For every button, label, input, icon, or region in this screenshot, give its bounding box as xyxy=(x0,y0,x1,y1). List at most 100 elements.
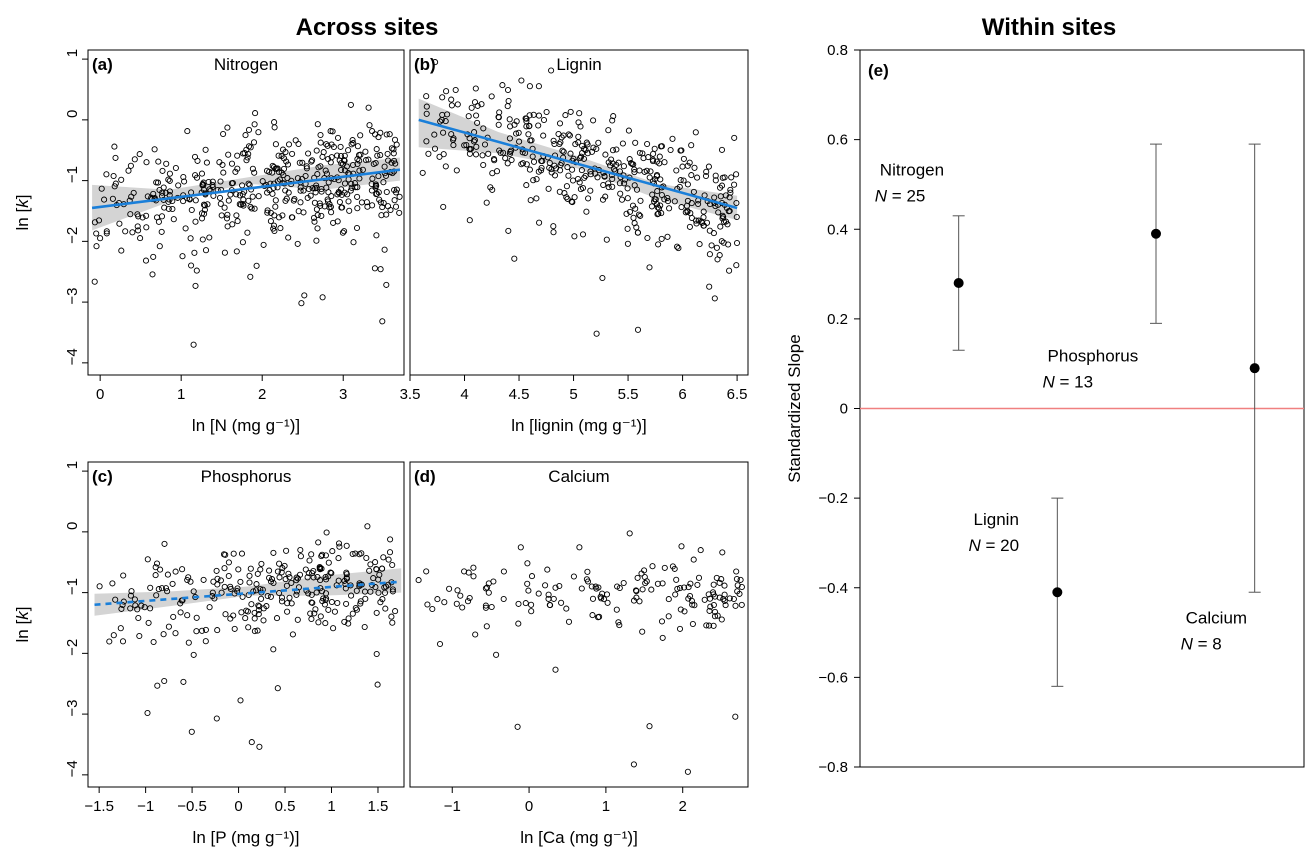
data-point xyxy=(91,278,98,285)
data-point xyxy=(245,624,252,631)
data-point xyxy=(372,181,379,188)
data-point xyxy=(247,203,254,210)
slope-lignin: Lignin N = 20 xyxy=(969,497,1064,687)
data-point xyxy=(579,231,587,238)
data-point xyxy=(495,113,502,121)
data-point xyxy=(575,133,582,140)
data-point xyxy=(214,627,221,634)
data-point xyxy=(454,587,461,594)
panel-title: Calcium xyxy=(548,467,609,486)
data-point xyxy=(547,602,554,609)
data-point xyxy=(519,160,527,167)
data-point xyxy=(118,605,125,612)
data-point xyxy=(524,560,531,567)
data-point xyxy=(311,199,318,206)
data-point xyxy=(647,168,654,175)
data-point xyxy=(276,560,283,567)
data-point xyxy=(571,233,578,240)
data-point xyxy=(685,584,692,591)
data-point xyxy=(264,207,271,214)
data-point xyxy=(641,567,648,574)
data-point xyxy=(209,589,216,596)
data-point xyxy=(158,228,165,235)
data-point xyxy=(312,606,319,613)
data-point xyxy=(367,588,374,595)
data-point xyxy=(583,576,590,583)
data-point xyxy=(151,146,158,153)
data-point xyxy=(233,212,240,219)
data-point xyxy=(284,175,291,182)
data-point xyxy=(545,595,552,602)
data-point xyxy=(718,238,725,245)
data-point xyxy=(295,584,302,591)
data-point xyxy=(571,194,578,201)
data-point xyxy=(162,189,169,196)
data-point xyxy=(327,569,334,576)
data-point xyxy=(153,592,160,599)
data-point xyxy=(550,229,557,236)
data-point xyxy=(579,142,586,149)
data-point xyxy=(230,612,237,619)
data-point xyxy=(288,579,295,586)
data-point xyxy=(270,549,277,556)
data-point xyxy=(466,594,473,602)
data-point xyxy=(319,551,326,558)
data-point xyxy=(721,597,728,605)
data-point xyxy=(270,225,277,232)
data-point xyxy=(535,122,542,129)
data-point xyxy=(493,651,500,658)
data-point xyxy=(365,156,372,163)
data-point xyxy=(144,556,151,563)
data-point xyxy=(621,180,628,187)
data-point xyxy=(155,158,162,165)
data-point xyxy=(733,568,740,575)
data-point xyxy=(293,591,300,598)
data-point xyxy=(528,573,536,580)
data-point xyxy=(386,131,393,138)
data-point xyxy=(134,223,141,230)
data-point xyxy=(367,561,374,568)
data-point xyxy=(325,606,332,613)
data-point xyxy=(526,83,533,90)
data-point xyxy=(581,174,588,181)
data-point xyxy=(390,150,397,157)
data-point xyxy=(616,584,623,592)
data-point xyxy=(609,183,616,190)
data-point xyxy=(331,608,338,615)
data-point xyxy=(675,245,682,252)
x-tick-label: 1 xyxy=(327,798,335,815)
data-point xyxy=(198,215,206,222)
data-point xyxy=(564,164,571,171)
data-point xyxy=(225,559,232,566)
data-point xyxy=(500,595,507,603)
data-point xyxy=(434,596,441,603)
data-point xyxy=(378,212,385,219)
data-point xyxy=(277,225,284,232)
data-point xyxy=(504,160,511,167)
data-point xyxy=(711,608,719,615)
data-point xyxy=(229,179,236,187)
data-point xyxy=(461,568,468,575)
data-point xyxy=(337,143,344,150)
data-point xyxy=(268,576,276,583)
data-point xyxy=(635,211,643,218)
data-point xyxy=(524,580,531,587)
data-point xyxy=(515,129,522,136)
data-point xyxy=(703,219,711,226)
data-point xyxy=(726,267,733,274)
data-point xyxy=(666,205,673,212)
data-point xyxy=(453,167,460,174)
data-point xyxy=(705,163,712,170)
data-point xyxy=(555,130,562,138)
data-point xyxy=(550,137,557,144)
data-point xyxy=(538,164,545,171)
data-point xyxy=(341,189,348,196)
data-point xyxy=(376,571,383,578)
data-point xyxy=(266,187,273,194)
data-point xyxy=(558,599,565,606)
data-point xyxy=(471,99,479,106)
data-point xyxy=(283,158,290,165)
data-point xyxy=(722,192,729,199)
data-point xyxy=(166,177,173,184)
data-point xyxy=(693,220,700,227)
